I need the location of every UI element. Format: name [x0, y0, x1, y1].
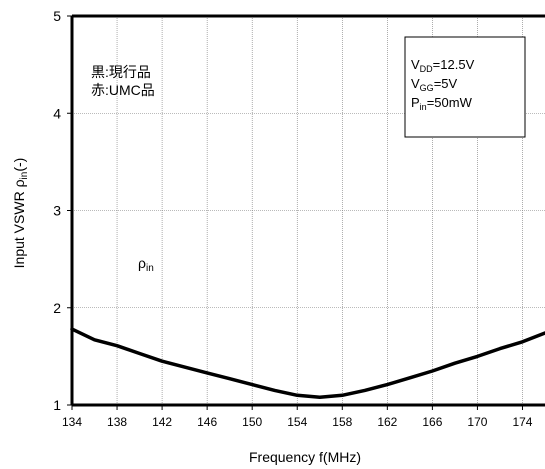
x-tick-label: 154	[287, 415, 307, 429]
x-tick-label: 138	[107, 415, 127, 429]
legend-line-black: 黒:現行品	[91, 64, 151, 80]
x-tick-label: 166	[422, 415, 442, 429]
x-tick-label: 146	[197, 415, 217, 429]
x-tick-label: 150	[242, 415, 262, 429]
condition-pin: Pin=50mW	[411, 95, 473, 112]
condition-vdd: VDD=12.5V	[411, 57, 475, 74]
legend-line-red: 赤:UMC品	[91, 82, 155, 98]
x-tick-label: 174	[512, 415, 532, 429]
series-layer	[70, 327, 545, 399]
condition-vgg: VGG=5V	[411, 76, 458, 93]
y-tick-label: 2	[53, 300, 61, 316]
tick-labels: 134 138 142 146 150 154 158 162 166 170 174 1 2 3 4 5	[53, 8, 533, 429]
y-tick-label: 3	[53, 203, 61, 219]
y-tick-label: 4	[53, 105, 61, 121]
y-axis-title: Input VSWR ρin(-)	[11, 158, 30, 269]
legend: 黒:現行品 赤:UMC品	[91, 64, 155, 98]
y-tick-label: 5	[53, 8, 61, 24]
curve-label: ρin	[138, 255, 154, 274]
y-tick-label: 1	[53, 397, 61, 413]
x-tick-label: 142	[152, 415, 172, 429]
x-axis-title: Frequency f(MHz)	[249, 449, 361, 465]
x-tick-label: 162	[377, 415, 397, 429]
vswr-curve	[70, 327, 545, 399]
x-tick-label: 158	[332, 415, 352, 429]
x-tick-label: 170	[467, 415, 487, 429]
conditions-box: VDD=12.5V VGG=5V Pin=50mW	[404, 36, 526, 138]
x-tick-label: 134	[62, 415, 82, 429]
